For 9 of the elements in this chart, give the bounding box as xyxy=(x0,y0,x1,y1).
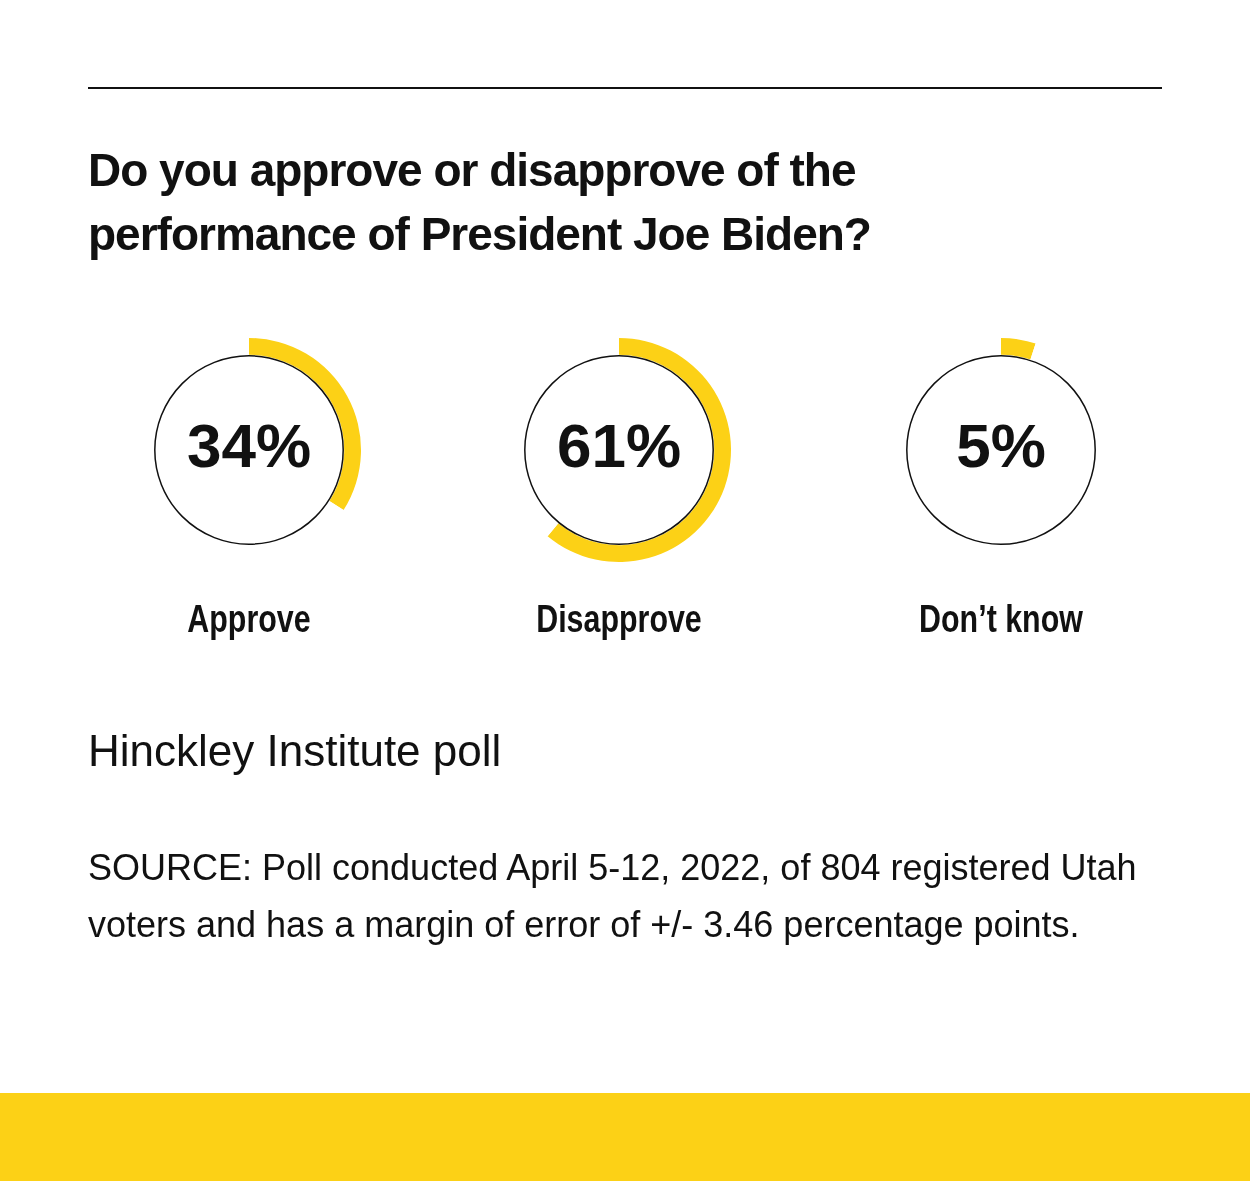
data-label: 5% xyxy=(956,411,1046,481)
text: Don’t know xyxy=(918,598,1084,641)
text: Hinckley Institute poll xyxy=(88,725,503,777)
data-label: 61% xyxy=(556,411,682,481)
data-label: 34% xyxy=(186,411,312,481)
text: Do you approve or disapprove of the performance of President Joe Biden? xyxy=(88,143,872,262)
text: Disapprove xyxy=(535,598,703,641)
source-note: SOURCE: Poll conducted April 5-12, 2022, of 804 registered Utah voters and has a margin of error of +/- 3.46 percentage points. xyxy=(88,846,1138,947)
text: Approve xyxy=(186,598,312,641)
